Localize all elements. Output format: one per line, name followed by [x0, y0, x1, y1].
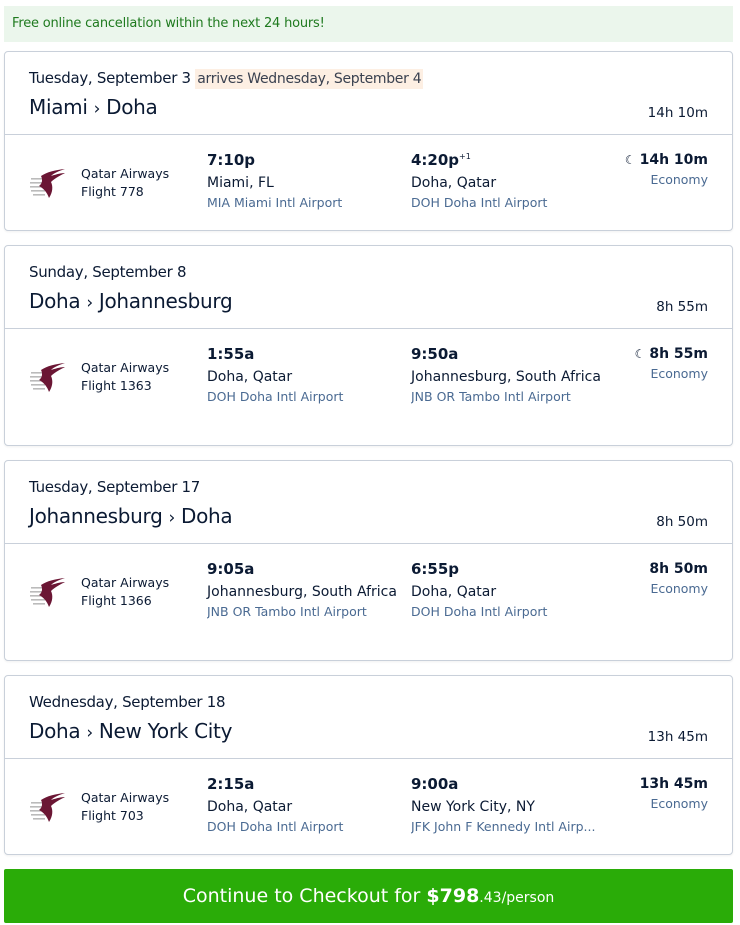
route-destination: Doha	[106, 95, 158, 119]
checkout-cents: .43	[479, 890, 502, 906]
route-destination: Doha	[180, 504, 233, 528]
arrival-city: Doha, Qatar	[411, 584, 497, 600]
departure-airport: DOH Doha Intl Airport	[207, 819, 344, 834]
departure-city: Doha, Qatar	[207, 799, 293, 815]
arrival-time: 9:00a	[411, 775, 459, 793]
departure-date: Tuesday, September 3	[29, 69, 191, 87]
segment-duration: 8h 50m	[656, 514, 708, 530]
route-origin: Doha	[29, 289, 81, 313]
departure-airport: MIA Miami Intl Airport	[207, 195, 343, 210]
moon-icon: ☾	[634, 347, 646, 361]
departure-city: Miami, FL	[207, 175, 274, 191]
chevron-right-icon: ›	[86, 723, 93, 743]
checkout-unit: /person	[501, 890, 555, 906]
flight-segment-card: Tuesday, September 17 Johannesburg › Doha …	[4, 460, 733, 661]
moon-icon: ☾	[624, 153, 636, 167]
departure-date: Sunday, September 8	[29, 263, 187, 281]
airline-name: Qatar Airways	[81, 575, 170, 590]
chevron-right-icon: ›	[93, 99, 101, 119]
departure-time: 2:15a	[207, 775, 255, 793]
cancellation-banner: Free online cancellation within the next…	[4, 6, 733, 42]
arrival-airport: JFK John F Kennedy Intl Airp...	[411, 819, 596, 834]
departure-airport: JNB OR Tambo Intl Airport	[207, 604, 367, 619]
flight-segment-card: Wednesday, September 18 Doha › New York Ci…	[4, 675, 733, 855]
chevron-right-icon: ›	[86, 293, 93, 313]
route-destination: Johannesburg	[98, 289, 233, 313]
qatar-airways-logo-icon	[29, 362, 67, 394]
cabin-class: Economy	[650, 581, 708, 596]
qatar-airways-logo-icon	[29, 792, 67, 824]
arrival-city: Doha, Qatar	[411, 175, 497, 191]
segment-duration: 8h 55m	[656, 299, 708, 315]
route-origin: Johannesburg	[29, 504, 163, 528]
route-title: Miami › Doha	[29, 95, 708, 119]
departure-airport: DOH Doha Intl Airport	[207, 389, 344, 404]
departure-time: 9:05a	[207, 560, 255, 578]
flight-number: Flight 1363	[81, 378, 152, 393]
route-destination: New York City	[98, 719, 233, 743]
cabin-class: Economy	[650, 796, 708, 811]
arrival-date-note: arrives Wednesday, September 4	[195, 69, 424, 89]
route-origin: Miami	[29, 95, 88, 119]
departure-city: Johannesburg, South Africa	[207, 584, 397, 600]
cabin-class: Economy	[650, 366, 708, 381]
flight-number: Flight 703	[81, 808, 144, 823]
qatar-airways-logo-icon	[29, 577, 67, 609]
departure-time: 1:55a	[207, 345, 255, 363]
airline-name: Qatar Airways	[81, 790, 170, 805]
qatar-airways-logo-icon	[29, 168, 67, 200]
day-offset: +1	[459, 152, 471, 161]
arrival-airport: DOH Doha Intl Airport	[411, 604, 548, 619]
chevron-right-icon: ›	[168, 508, 175, 528]
segment-duration: 14h 10m	[647, 105, 708, 121]
route-title: Doha › New York City	[29, 719, 708, 743]
flight-segment-card: Tuesday, September 3 arrives Wednesday, …	[4, 51, 733, 231]
checkout-price: $798	[426, 885, 480, 907]
route-origin: Doha	[29, 719, 81, 743]
arrival-city: Johannesburg, South Africa	[411, 369, 601, 385]
flight-number: Flight 778	[81, 184, 144, 199]
route-title: Doha › Johannesburg	[29, 289, 708, 313]
flight-duration: 8h 50m	[649, 561, 708, 577]
flight-duration: 13h 45m	[639, 776, 708, 792]
cabin-class: Economy	[650, 172, 708, 187]
segment-duration: 13h 45m	[647, 729, 708, 745]
checkout-button[interactable]: Continue to Checkout for $798.43/person	[4, 869, 733, 923]
departure-city: Doha, Qatar	[207, 369, 293, 385]
flight-duration: 14h 10m	[639, 152, 708, 168]
flight-segment-card: Sunday, September 8 Doha › Johannesburg 8h…	[4, 245, 733, 446]
departure-time: 7:10p	[207, 151, 256, 169]
checkout-label: Continue to Checkout for	[182, 885, 427, 907]
arrival-city: New York City, NY	[411, 799, 535, 815]
airline-name: Qatar Airways	[81, 360, 170, 375]
airline-name: Qatar Airways	[81, 166, 170, 181]
arrival-time: 9:50a	[411, 345, 459, 363]
flight-duration: 8h 55m	[649, 346, 708, 362]
arrival-airport: DOH Doha Intl Airport	[411, 195, 548, 210]
arrival-time: 6:55p	[411, 560, 460, 578]
arrival-time: 4:20p	[411, 151, 460, 169]
route-title: Johannesburg › Doha	[29, 504, 708, 528]
arrival-airport: JNB OR Tambo Intl Airport	[411, 389, 571, 404]
departure-date: Wednesday, September 18	[29, 693, 226, 711]
flight-number: Flight 1366	[81, 593, 152, 608]
departure-date: Tuesday, September 17	[29, 478, 201, 496]
